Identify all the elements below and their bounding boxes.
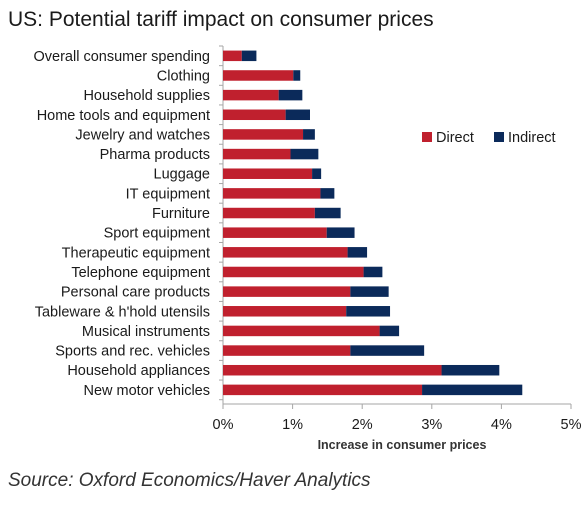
bar-indirect-home-tools-and-equipment — [285, 109, 310, 121]
bar-indirect-tableware-h-hold-utensils — [346, 306, 391, 317]
bar-indirect-overall-consumer-spending — [241, 50, 257, 62]
bar-direct-musical-instruments — [223, 325, 380, 337]
x-tick-label: 5% — [561, 417, 582, 433]
x-tick-label: 3% — [421, 417, 442, 433]
category-label: Sports and rec. vehicles — [55, 344, 210, 360]
x-axis-title: Increase in consumer prices — [318, 438, 487, 452]
page-title: US: Potential tariff impact on consumer … — [8, 8, 434, 31]
bar-direct-household-supplies — [223, 89, 279, 101]
category-label: Sport equipment — [104, 226, 210, 242]
bar-indirect-new-motor-vehicles — [422, 384, 523, 396]
bar-indirect-clothing — [293, 70, 301, 81]
bar-indirect-jewelry-and-watches — [303, 129, 315, 140]
category-label: Household appliances — [67, 363, 210, 379]
category-label: Household supplies — [83, 88, 210, 104]
bar-direct-furniture — [223, 207, 315, 219]
legend-label-direct: Direct — [436, 130, 474, 146]
bar-indirect-household-supplies — [278, 89, 303, 101]
category-label: Clothing — [157, 68, 210, 84]
bar-indirect-pharma-products — [290, 148, 319, 160]
bar-indirect-sports-and-rec-vehicles — [350, 345, 425, 356]
bar-direct-it-equipment — [223, 188, 321, 199]
bar-direct-clothing — [223, 70, 294, 81]
bar-direct-household-appliances — [223, 364, 442, 376]
category-label: Home tools and equipment — [37, 108, 210, 124]
category-label: Pharma products — [100, 147, 210, 163]
category-label: Personal care products — [61, 285, 210, 301]
x-tick-label: 2% — [352, 417, 373, 433]
bar-indirect-furniture — [314, 207, 341, 219]
bar-direct-tableware-h-hold-utensils — [223, 306, 347, 317]
category-label: Telephone equipment — [71, 265, 210, 281]
bar-direct-sport-equipment — [223, 227, 327, 238]
category-label: Luggage — [154, 167, 210, 183]
x-tick-label: 0% — [213, 417, 234, 433]
bar-indirect-sport-equipment — [326, 227, 355, 238]
bar-indirect-telephone-equipment — [363, 266, 383, 278]
legend-label-indirect: Indirect — [508, 130, 556, 146]
bar-direct-therapeutic-equipment — [223, 247, 348, 258]
category-label: Therapeutic equipment — [62, 245, 210, 261]
bar-direct-new-motor-vehicles — [223, 384, 423, 396]
bar-direct-jewelry-and-watches — [223, 129, 304, 140]
bar-direct-pharma-products — [223, 148, 291, 160]
category-label: Overall consumer spending — [33, 49, 210, 65]
bar-direct-home-tools-and-equipment — [223, 109, 286, 121]
source-note: Source: Oxford Economics/Haver Analytics — [8, 470, 371, 491]
bar-indirect-therapeutic-equipment — [347, 247, 368, 258]
bar-direct-telephone-equipment — [223, 266, 364, 278]
bar-indirect-musical-instruments — [379, 325, 400, 337]
bar-indirect-household-appliances — [441, 364, 500, 376]
x-tick-label: 1% — [282, 417, 303, 433]
category-label: Tableware & h'hold utensils — [35, 304, 210, 320]
category-label: Furniture — [152, 206, 210, 222]
category-label: Jewelry and watches — [75, 127, 210, 143]
category-label: Musical instruments — [82, 324, 210, 340]
bar-direct-sports-and-rec-vehicles — [223, 345, 351, 356]
bar-indirect-luggage — [312, 168, 322, 179]
bar-indirect-personal-care-products — [350, 286, 389, 297]
x-tick-label: 4% — [491, 417, 512, 433]
legend-swatch-indirect — [494, 132, 504, 142]
bar-direct-personal-care-products — [223, 286, 351, 297]
bar-direct-overall-consumer-spending — [223, 50, 242, 62]
category-label: New motor vehicles — [83, 383, 210, 399]
legend-swatch-direct — [422, 132, 432, 142]
category-label: IT equipment — [126, 186, 210, 202]
bar-direct-luggage — [223, 168, 313, 179]
bar-indirect-it-equipment — [320, 188, 335, 199]
